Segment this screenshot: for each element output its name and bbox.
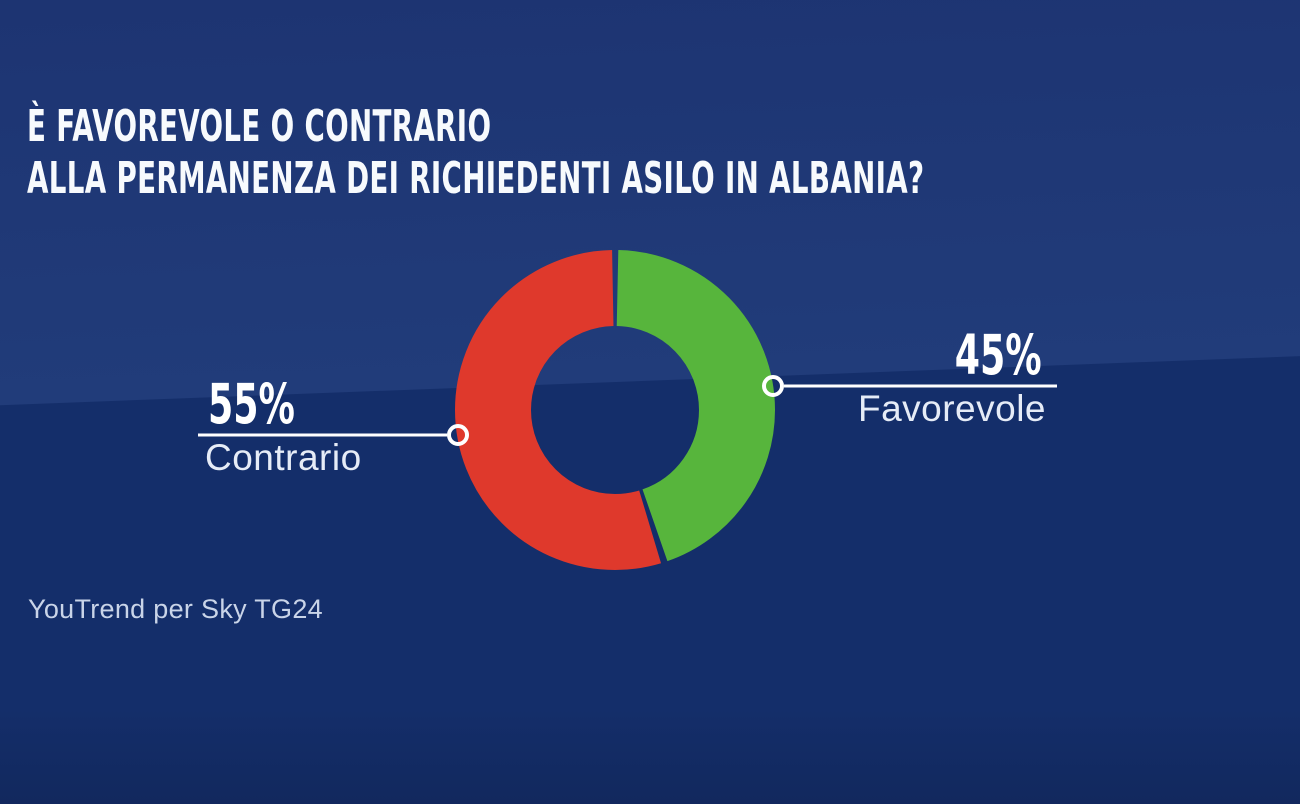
favorevole-value: 45%: [955, 323, 1042, 387]
poll-question-line1: È FAVOREVOLE O CONTRARIO: [27, 101, 492, 152]
poll-question-title: È FAVOREVOLE O CONTRARIO ALLA PERMANENZA…: [27, 101, 1300, 205]
donut-chart: [455, 250, 775, 570]
favorevole-label: Favorevole: [857, 388, 1046, 429]
source-credit: YouTrend per Sky TG24: [28, 594, 323, 624]
donut-slice-contrario: [455, 250, 775, 570]
contrario-value: 55%: [208, 372, 295, 436]
donut-slice-favorevole: [455, 250, 775, 570]
poll-question-line2: ALLA PERMANENZA DEI RICHIEDENTI ASILO IN…: [27, 153, 925, 204]
contrario-label: Contrario: [205, 437, 362, 478]
